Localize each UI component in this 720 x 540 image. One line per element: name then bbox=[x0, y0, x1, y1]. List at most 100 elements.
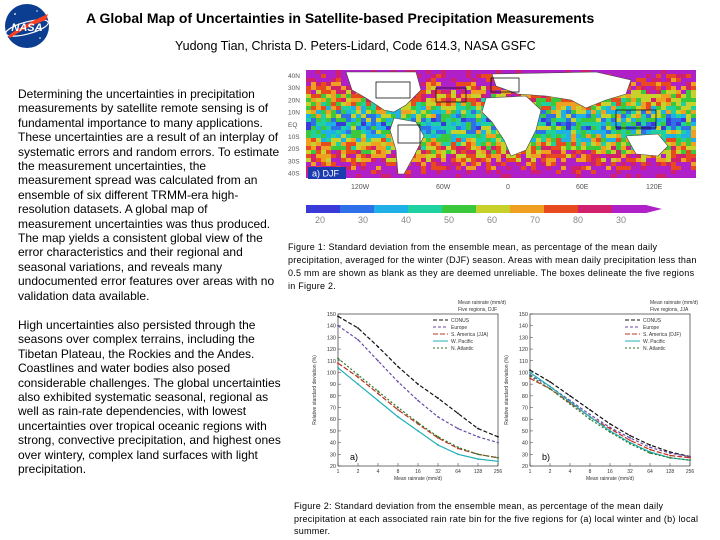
map-cell bbox=[471, 98, 476, 102]
map-cell bbox=[381, 114, 386, 118]
map-cell bbox=[346, 134, 351, 138]
box-west-pacific bbox=[615, 109, 657, 129]
map-cell bbox=[496, 150, 501, 154]
map-cell bbox=[366, 126, 371, 130]
map-cell bbox=[461, 110, 466, 114]
map-cell bbox=[661, 114, 666, 118]
map-cell bbox=[566, 126, 571, 130]
map-cell bbox=[426, 154, 431, 158]
map-cell bbox=[346, 94, 351, 98]
map-cell bbox=[501, 146, 506, 150]
data-point bbox=[337, 366, 339, 369]
map-cell bbox=[476, 142, 481, 146]
map-cell bbox=[501, 150, 506, 154]
map-cell bbox=[686, 154, 691, 158]
map-cell bbox=[421, 130, 426, 134]
map-cell bbox=[496, 134, 501, 138]
map-cell bbox=[571, 174, 576, 178]
map-cell bbox=[311, 138, 316, 142]
map-cell bbox=[386, 118, 391, 122]
map-cell bbox=[341, 134, 346, 138]
map-cell bbox=[566, 138, 571, 142]
y-tick-label: 140 bbox=[519, 324, 528, 330]
map-cell bbox=[331, 130, 336, 134]
map-cell bbox=[596, 114, 601, 118]
map-cell bbox=[691, 122, 696, 126]
map-cell bbox=[381, 158, 386, 162]
map-cell bbox=[586, 170, 591, 174]
map-cell bbox=[471, 134, 476, 138]
map-cell bbox=[341, 158, 346, 162]
map-cell bbox=[576, 130, 581, 134]
map-cell bbox=[316, 70, 321, 74]
map-cell bbox=[366, 150, 371, 154]
map-cell bbox=[541, 174, 546, 178]
map-cell bbox=[456, 78, 461, 82]
map-cell bbox=[581, 114, 586, 118]
map-cell bbox=[436, 70, 441, 74]
map-cell bbox=[626, 122, 631, 126]
colorbar-swatch bbox=[476, 205, 511, 213]
map-cell bbox=[331, 74, 336, 78]
map-cell bbox=[541, 150, 546, 154]
map-cell bbox=[536, 126, 541, 130]
map-cell bbox=[416, 162, 421, 166]
map-cell bbox=[611, 162, 616, 166]
map-cell bbox=[541, 130, 546, 134]
map-cell bbox=[311, 162, 316, 166]
map-cell bbox=[456, 106, 461, 110]
map-cell bbox=[326, 158, 331, 162]
map-cell bbox=[501, 142, 506, 146]
map-cell bbox=[496, 70, 501, 74]
map-cell bbox=[416, 122, 421, 126]
colorbar-label: 70 bbox=[530, 215, 540, 225]
map-cell bbox=[311, 70, 316, 74]
map-cell bbox=[686, 90, 691, 94]
map-cell bbox=[451, 142, 456, 146]
map-cell bbox=[671, 150, 676, 154]
data-point bbox=[497, 441, 499, 444]
map-cell bbox=[461, 166, 466, 170]
map-cell bbox=[576, 166, 581, 170]
map-cell bbox=[441, 82, 446, 86]
map-cell bbox=[421, 90, 426, 94]
map-cell bbox=[351, 122, 356, 126]
body-paragraph-2: High uncertainties also persisted throug… bbox=[18, 318, 281, 477]
x-tick-label: 4 bbox=[377, 469, 380, 475]
map-cell bbox=[671, 78, 676, 82]
map-cell bbox=[661, 126, 666, 130]
lat-label: 10S bbox=[288, 134, 300, 141]
map-cell bbox=[526, 162, 531, 166]
map-cell bbox=[446, 162, 451, 166]
map-cell bbox=[351, 150, 356, 154]
map-cell bbox=[436, 150, 441, 154]
lat-label: 20S bbox=[288, 146, 300, 153]
map-cell bbox=[346, 142, 351, 146]
y-tick-label: 130 bbox=[519, 335, 528, 341]
map-cell bbox=[556, 146, 561, 150]
map-cell bbox=[631, 86, 636, 90]
map-cell bbox=[311, 98, 316, 102]
map-cell bbox=[466, 90, 471, 94]
map-cell bbox=[351, 154, 356, 158]
map-cell bbox=[386, 126, 391, 130]
map-cell bbox=[631, 82, 636, 86]
map-cell bbox=[516, 170, 521, 174]
map-cell bbox=[606, 106, 611, 110]
map-cell bbox=[486, 70, 491, 74]
map-cell bbox=[451, 94, 456, 98]
map-cell bbox=[451, 162, 456, 166]
map-cell bbox=[541, 158, 546, 162]
map-cell bbox=[606, 118, 611, 122]
map-cell bbox=[316, 154, 321, 158]
map-cell bbox=[441, 170, 446, 174]
map-cell bbox=[531, 142, 536, 146]
map-cell bbox=[671, 174, 676, 178]
lat-label: EQ bbox=[288, 122, 297, 129]
map-cell bbox=[671, 166, 676, 170]
map-cell bbox=[451, 174, 456, 178]
map-cell bbox=[486, 90, 491, 94]
map-cell bbox=[476, 134, 481, 138]
y-tick-label: 130 bbox=[327, 335, 336, 341]
map-cell bbox=[461, 94, 466, 98]
